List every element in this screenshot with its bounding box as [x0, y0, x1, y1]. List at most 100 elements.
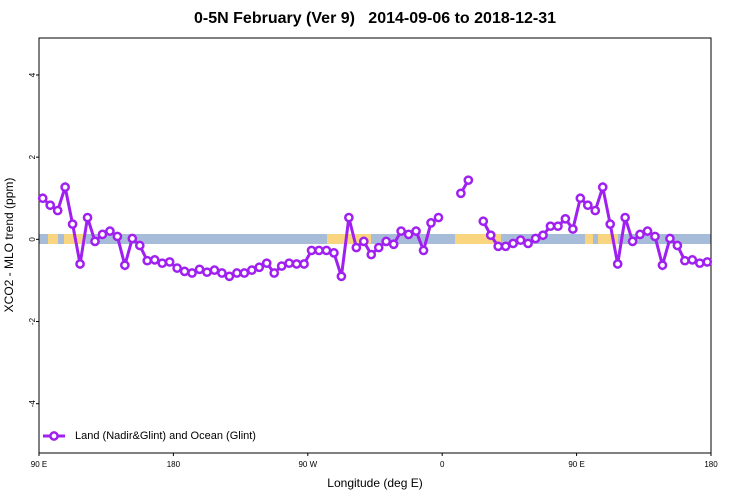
- data-point: [239, 268, 250, 278]
- data-point: [478, 216, 489, 227]
- y-axis-label: XCO2 - MLO trend (ppm): [2, 178, 16, 313]
- data-point: [463, 175, 474, 186]
- data-point: [254, 262, 265, 273]
- data-point: [127, 233, 138, 244]
- x-tick-label: 90 E: [568, 460, 584, 469]
- data-point: [538, 230, 548, 241]
- data-point: [75, 259, 85, 269]
- data-point: [672, 240, 683, 251]
- data-point: [500, 241, 511, 252]
- data-point: [157, 258, 168, 269]
- data-point: [232, 268, 242, 278]
- data-point: [52, 205, 63, 216]
- data-point: [485, 230, 496, 241]
- data-point: [149, 255, 160, 265]
- data-point: [261, 258, 272, 269]
- data-point: [597, 182, 608, 193]
- data-point: [493, 241, 504, 252]
- data-point: [217, 268, 227, 278]
- data-point: [142, 255, 153, 266]
- data-point: [605, 219, 616, 229]
- data-point: [635, 229, 645, 240]
- data-point: [530, 233, 541, 244]
- chart-title: 0-5N February (Ver 9) 2014-09-06 to 2018…: [194, 10, 556, 27]
- data-point: [179, 266, 190, 277]
- legend-marker: [49, 431, 59, 441]
- data-point: [269, 268, 280, 278]
- data-point: [187, 268, 197, 278]
- data-point: [306, 245, 317, 256]
- data-point: [366, 249, 377, 260]
- series-line: [41, 179, 708, 278]
- data-point: [321, 245, 332, 256]
- data-point: [194, 264, 205, 275]
- data-point: [97, 229, 108, 240]
- data-point: [45, 200, 56, 211]
- plot-frame: [38, 37, 712, 454]
- x-tick-label: 0: [440, 460, 445, 469]
- data-point: [388, 239, 399, 250]
- data-point: [373, 242, 384, 253]
- data-point: [209, 265, 220, 276]
- data-point: [134, 240, 145, 251]
- data-point: [202, 267, 212, 278]
- data-point: [60, 182, 70, 193]
- data-point: [291, 259, 302, 269]
- y-tick-label: 4: [28, 72, 37, 77]
- data-point: [568, 224, 578, 234]
- data-point: [650, 231, 660, 242]
- data-point: [276, 261, 287, 271]
- data-point: [523, 238, 533, 249]
- data-point: [82, 212, 93, 223]
- data-point: [508, 238, 518, 249]
- data-point: [657, 260, 668, 271]
- data-point: [680, 255, 690, 266]
- data-point: [620, 212, 630, 223]
- data-point: [515, 235, 526, 246]
- data-point: [344, 212, 354, 223]
- data-point: [694, 258, 705, 269]
- y-tick-label: -2: [28, 317, 37, 325]
- data-point: [612, 259, 623, 269]
- data-point: [687, 255, 698, 265]
- data-point: [358, 236, 369, 247]
- data-point: [665, 233, 675, 244]
- x-tick-label: 180: [167, 460, 181, 469]
- data-point: [112, 231, 123, 242]
- data-point: [120, 260, 130, 271]
- data-point: [590, 205, 601, 216]
- legend-label: Land (Nadir&Glint) and Ocean (Glint): [75, 430, 256, 442]
- data-point: [575, 193, 586, 204]
- x-tick-label: 90 E: [31, 460, 47, 469]
- data-point: [411, 226, 421, 236]
- data-point: [172, 263, 182, 273]
- data-point: [560, 213, 571, 224]
- data-point: [545, 221, 556, 232]
- data-point: [426, 218, 436, 228]
- data-point: [582, 200, 593, 211]
- x-tick-label: 180: [704, 460, 718, 469]
- data-point: [351, 242, 362, 253]
- y-tick-label: 0: [28, 237, 37, 242]
- y-tick-label: -4: [28, 400, 37, 408]
- data-point: [314, 245, 324, 256]
- data-point: [105, 226, 115, 236]
- data-point: [456, 188, 466, 199]
- data-point: [627, 236, 638, 247]
- data-point: [284, 258, 294, 269]
- data-point: [403, 229, 414, 240]
- x-axis-label: Longitude (deg E): [327, 476, 422, 490]
- data-point: [67, 219, 78, 229]
- data-point: [329, 248, 339, 258]
- data-point: [381, 236, 392, 247]
- data-point: [224, 271, 235, 282]
- data-point: [433, 212, 444, 223]
- data-point: [702, 257, 713, 267]
- data-point: [396, 226, 406, 236]
- data-point: [164, 257, 175, 267]
- data-point: [37, 193, 48, 204]
- data-point: [246, 265, 257, 276]
- data-point: [299, 259, 309, 269]
- data-point: [418, 245, 429, 256]
